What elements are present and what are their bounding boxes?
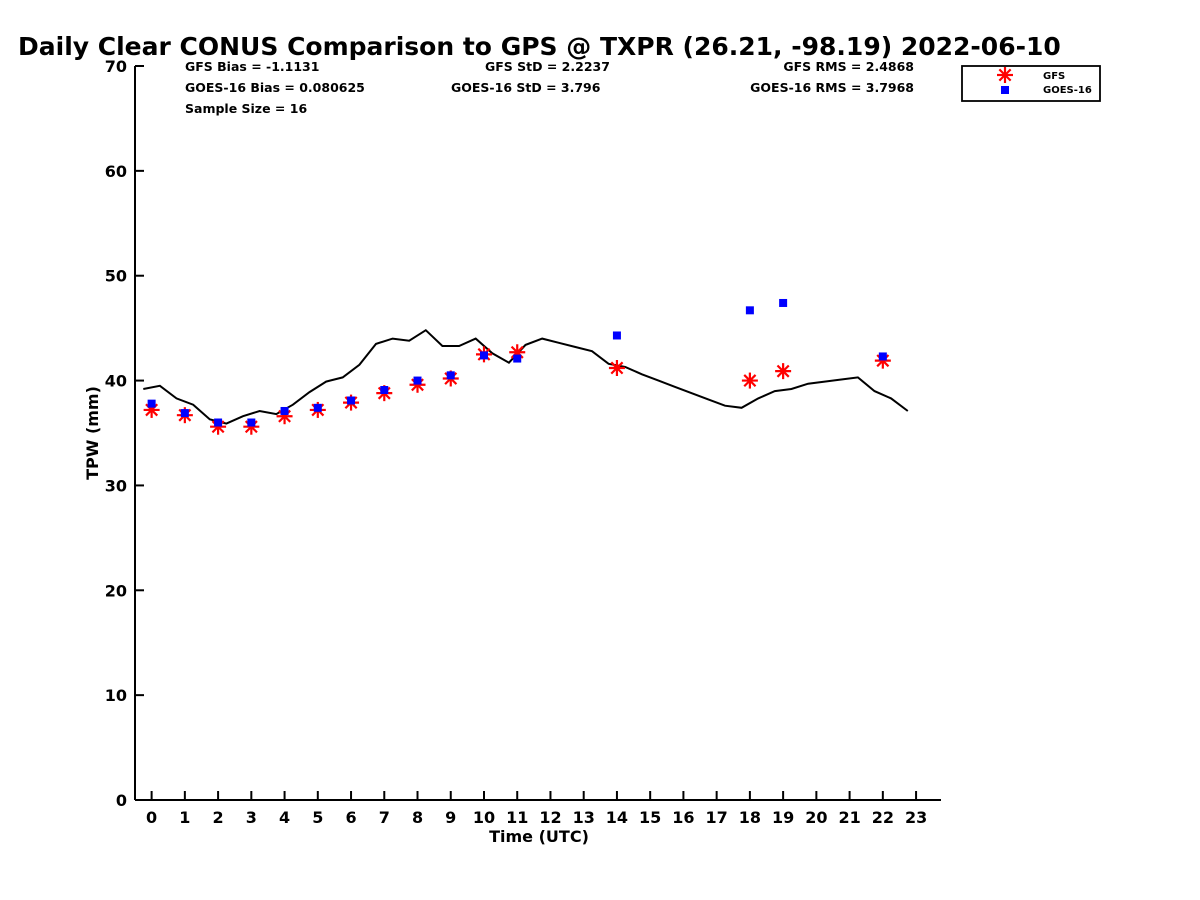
x-tick-label: 0 xyxy=(146,808,157,827)
gfs-point xyxy=(608,359,625,376)
x-tick-label: 14 xyxy=(606,808,628,827)
goes-rms-text: GOES-16 RMS = 3.7968 xyxy=(750,80,914,95)
gfs-point xyxy=(775,363,792,380)
x-tick-label: 9 xyxy=(445,808,456,827)
gfs-bias-text: GFS Bias = -1.1131 xyxy=(185,59,319,74)
axes xyxy=(134,66,941,801)
y-tick-label: 50 xyxy=(105,267,127,286)
goes-point xyxy=(779,298,788,307)
legend-goes-marker xyxy=(1001,86,1009,94)
goes-point xyxy=(180,409,189,418)
x-tick-label: 18 xyxy=(739,808,761,827)
y-tick-label: 60 xyxy=(105,162,127,181)
y-axis-label: TPW (mm) xyxy=(83,386,102,480)
x-tick-label: 22 xyxy=(872,808,894,827)
x-tick-label: 3 xyxy=(246,808,257,827)
stats-block: GFS Bias = -1.1131 GOES-16 Bias = 0.0806… xyxy=(185,59,914,116)
gfs-std-text: GFS StD = 2.2237 xyxy=(485,59,610,74)
x-tick-label: 16 xyxy=(672,808,694,827)
goes-point xyxy=(413,376,422,385)
gfs-rms-text: GFS RMS = 2.4868 xyxy=(783,59,914,74)
gps-series xyxy=(143,328,909,425)
legend-goes-label: GOES-16 xyxy=(1043,85,1092,96)
y-tick-label: 10 xyxy=(105,686,127,705)
goes-point xyxy=(479,351,488,360)
goes-point xyxy=(745,306,754,315)
x-ticks: 0 1 2 3 4 5 6 7 8 9 10 11 12 13 14 15 16 17 18 19 20 21 22 23 xyxy=(146,791,927,827)
gfs-point xyxy=(741,372,758,389)
x-tick-label: 8 xyxy=(412,808,423,827)
goes-point xyxy=(878,352,887,361)
x-tick-label: 6 xyxy=(345,808,356,827)
goes-point xyxy=(147,399,156,408)
legend-gfs-label: GFS xyxy=(1043,71,1065,82)
goes-bias-text: GOES-16 Bias = 0.080625 xyxy=(185,80,365,95)
y-tick-label: 40 xyxy=(105,372,127,391)
x-tick-label: 15 xyxy=(639,808,661,827)
y-tick-label: 0 xyxy=(116,791,127,810)
x-tick-label: 10 xyxy=(473,808,495,827)
x-tick-label: 23 xyxy=(905,808,927,827)
goes-series xyxy=(147,298,887,427)
sample-size-text: Sample Size = 16 xyxy=(185,101,307,116)
y-tick-label: 30 xyxy=(105,476,127,495)
goes-point xyxy=(513,354,522,363)
goes-point xyxy=(380,386,389,395)
y-tick-label: 70 xyxy=(105,57,127,76)
y-ticks: 0 10 20 30 40 50 60 70 xyxy=(105,57,144,810)
x-tick-label: 5 xyxy=(312,808,323,827)
x-tick-label: 20 xyxy=(805,808,827,827)
goes-point xyxy=(247,418,256,427)
gps-line xyxy=(143,328,909,425)
x-tick-label: 21 xyxy=(838,808,860,827)
x-tick-label: 2 xyxy=(213,808,224,827)
x-tick-label: 4 xyxy=(279,808,290,827)
legend-gfs-marker xyxy=(997,67,1013,83)
legend-goes-square xyxy=(1001,86,1009,94)
goes-std-text: GOES-16 StD = 3.796 xyxy=(451,80,601,95)
goes-point xyxy=(214,418,223,427)
x-tick-label: 7 xyxy=(379,808,390,827)
x-tick-label: 1 xyxy=(179,808,190,827)
x-tick-label: 11 xyxy=(506,808,528,827)
x-tick-label: 13 xyxy=(573,808,595,827)
x-axis-label: Time (UTC) xyxy=(489,827,589,846)
x-tick-label: 12 xyxy=(539,808,561,827)
goes-point xyxy=(446,371,455,380)
chart-title: Daily Clear CONUS Comparison to GPS @ TX… xyxy=(18,32,1061,61)
goes-point xyxy=(612,331,621,340)
goes-point xyxy=(313,403,322,412)
legend-box xyxy=(961,65,1101,102)
x-tick-label: 17 xyxy=(706,808,728,827)
goes-point xyxy=(280,406,289,415)
y-tick-label: 20 xyxy=(105,581,127,600)
goes-point xyxy=(347,396,356,405)
legend: GFS GOES-16 xyxy=(961,65,1101,102)
gfs-point xyxy=(997,67,1013,83)
x-tick-label: 19 xyxy=(772,808,794,827)
